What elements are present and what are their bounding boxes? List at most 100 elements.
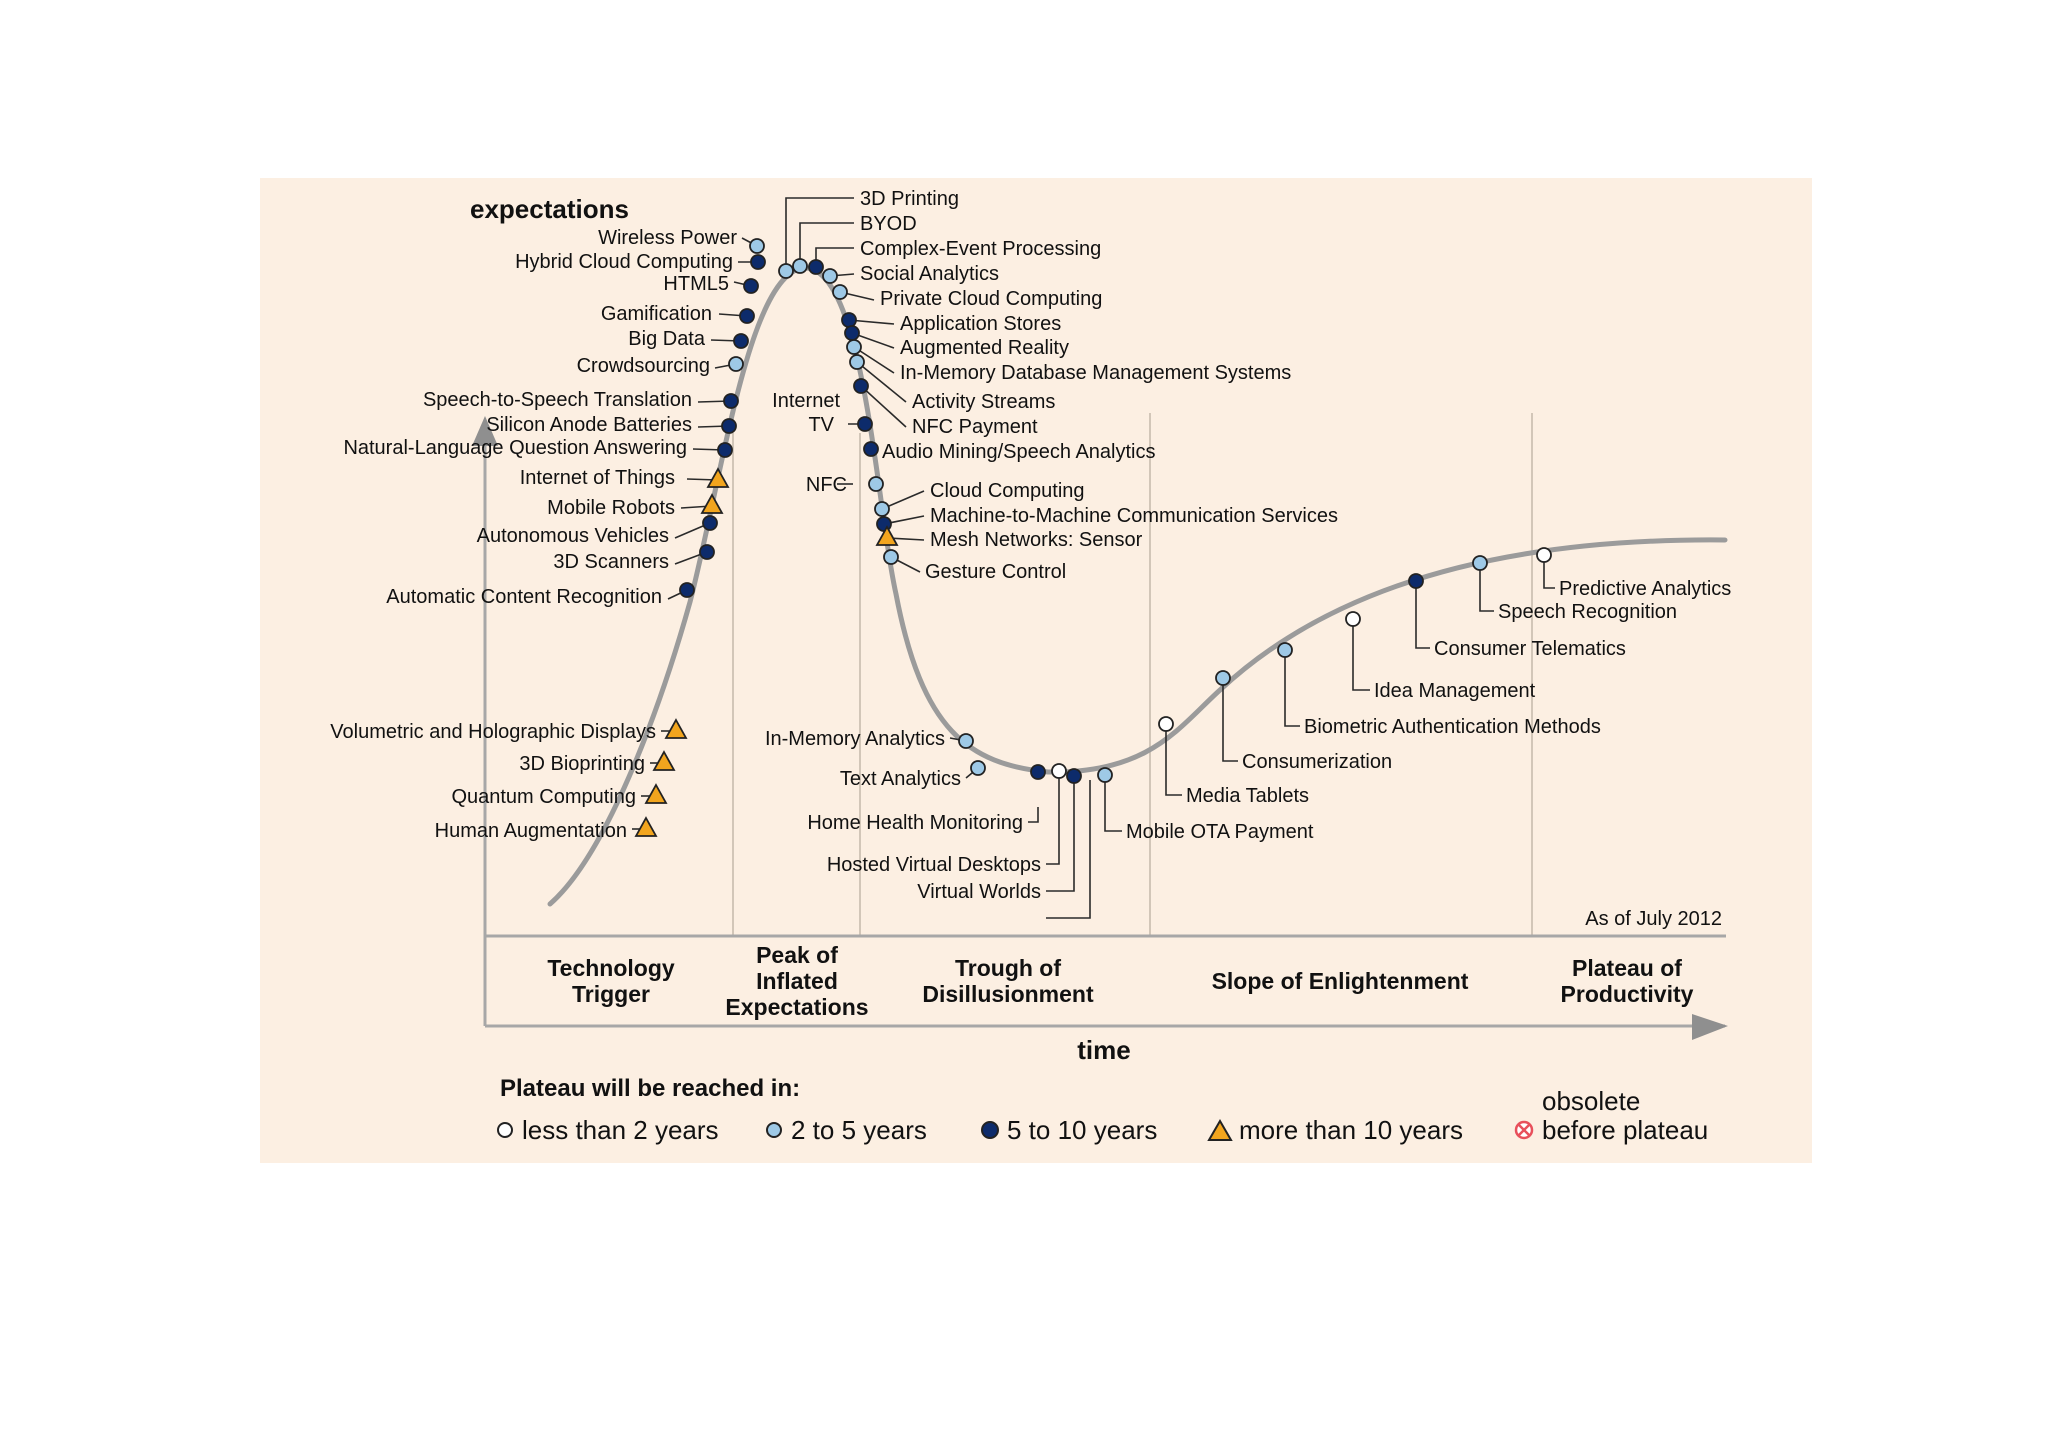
label-nfc-payment: NFC Payment bbox=[912, 416, 1038, 438]
label-mobile-robots: Mobile Robots bbox=[547, 497, 675, 519]
marker-mesh-networks-sensor-icon bbox=[875, 525, 899, 546]
legend-marker-lt2-icon bbox=[497, 1122, 513, 1138]
label-3d-bioprinting: 3D Bioprinting bbox=[519, 753, 645, 775]
marker-big-data-icon bbox=[733, 333, 749, 349]
marker-internet-tv-icon bbox=[857, 416, 873, 432]
x-axis-label: time bbox=[1077, 1035, 1130, 1065]
label-idea-management: Idea Management bbox=[1374, 680, 1536, 702]
legend-marker-2to5-icon bbox=[766, 1122, 782, 1138]
label-machine-to-machine-communication-services: Machine-to-Machine Communication Service… bbox=[930, 505, 1338, 527]
marker-media-tablets-icon bbox=[1158, 716, 1174, 732]
marker-social-analytics-icon bbox=[822, 268, 838, 284]
legend-label-2to5: 2 to 5 years bbox=[791, 1115, 927, 1145]
label-gamification: Gamification bbox=[601, 303, 712, 325]
label-in-memory-analytics: In-Memory Analytics bbox=[765, 728, 945, 750]
label-cloud-computing: Cloud Computing bbox=[930, 480, 1085, 502]
y-axis-arrow-icon bbox=[472, 416, 498, 446]
label-biometric-authentication-methods: Biometric Authentication Methods bbox=[1304, 716, 1601, 738]
as-of-date: As of July 2012 bbox=[1585, 908, 1722, 930]
legend-marker-gt10-icon bbox=[1207, 1119, 1233, 1141]
legend-marker-5to10-icon bbox=[981, 1121, 999, 1139]
marker-audio-mining-speech-analytics-icon bbox=[863, 441, 879, 457]
legend-label-lt2: less than 2 years bbox=[522, 1115, 719, 1145]
marker-natural-language-question-answering-icon bbox=[717, 442, 733, 458]
label-in-memory-database-management-systems: In-Memory Database Management Systems bbox=[900, 362, 1291, 384]
technology-labels: 3D Printing BYOD Complex-Event Processing S… bbox=[330, 188, 1731, 903]
marker-biometric-authentication-methods-icon bbox=[1277, 642, 1293, 658]
phase-label-2-line-0: Trough of bbox=[955, 955, 1061, 981]
marker-quantum-computing-icon bbox=[644, 783, 668, 804]
phase-label-3-line-0: Slope of Enlightenment bbox=[1212, 968, 1469, 994]
label-home-health-monitoring: Home Health Monitoring bbox=[807, 812, 1023, 834]
marker-html5-icon bbox=[743, 278, 759, 294]
marker-gesture-control-icon bbox=[883, 549, 899, 565]
label-3d-printing: 3D Printing bbox=[860, 188, 959, 210]
marker-3d-bioprinting-icon bbox=[652, 750, 676, 771]
marker-in-memory-analytics-icon bbox=[958, 733, 974, 749]
label-augmented-reality: Augmented Reality bbox=[900, 337, 1069, 359]
hype-cycle-panel: expectations time As of July 2012 bbox=[260, 178, 1812, 1163]
marker-augmented-reality-icon bbox=[844, 325, 860, 341]
phase-label-4-line-1: Productivity bbox=[1561, 981, 1694, 1007]
marker-hybrid-cloud-computing-icon bbox=[750, 254, 766, 270]
marker-nfc-payment-icon bbox=[853, 378, 869, 394]
marker-in-memory-database-management-systems-icon bbox=[846, 339, 862, 355]
legend-label-5to10: 5 to 10 years bbox=[1007, 1115, 1157, 1145]
marker-idea-management-icon bbox=[1345, 611, 1361, 627]
phase-label-0-line-1: Trigger bbox=[572, 981, 650, 1007]
phase-label-1-line-2: Expectations bbox=[725, 994, 868, 1020]
marker-wireless-power-icon bbox=[749, 238, 765, 254]
y-axis-label: expectations bbox=[470, 194, 629, 224]
phase-label-4-line-0: Plateau of bbox=[1572, 955, 1682, 981]
marker-consumerization-icon bbox=[1215, 670, 1231, 686]
legend: less than 2 years 2 to 5 years 5 to 10 y… bbox=[497, 1086, 1708, 1145]
label-mesh-networks-sensor: Mesh Networks: Sensor bbox=[930, 529, 1143, 551]
label-html5: HTML5 bbox=[663, 273, 729, 295]
legend-title: Plateau will be reached in: bbox=[500, 1075, 800, 1102]
marker-nfc-icon bbox=[868, 476, 884, 492]
phase-label-1-line-1: Inflated bbox=[756, 968, 838, 994]
label-mobile-ota-payment: Mobile OTA Payment bbox=[1126, 821, 1314, 843]
label-autonomous-vehicles: Autonomous Vehicles bbox=[477, 525, 669, 547]
marker-complex-event-processing-icon bbox=[808, 259, 824, 275]
label-complex-event-processing: Complex-Event Processing bbox=[860, 238, 1101, 260]
marker-mobile-robots-icon bbox=[700, 493, 724, 514]
label-activity-streams: Activity Streams bbox=[912, 391, 1055, 413]
label-3d-scanners: 3D Scanners bbox=[553, 551, 669, 573]
label-human-augmentation: Human Augmentation bbox=[435, 820, 627, 842]
marker-human-augmentation-icon bbox=[634, 816, 658, 837]
label-private-cloud-computing: Private Cloud Computing bbox=[880, 288, 1102, 310]
label-hybrid-cloud-computing: Hybrid Cloud Computing bbox=[515, 251, 733, 273]
label-byod: BYOD bbox=[860, 213, 917, 235]
label-wireless-power: Wireless Power bbox=[598, 227, 737, 249]
label-consumerization: Consumerization bbox=[1242, 751, 1392, 773]
phase-label-1-line-0: Peak of bbox=[756, 942, 838, 968]
legend-label-gt10: more than 10 years bbox=[1239, 1115, 1463, 1145]
marker-internet-of-things-icon bbox=[706, 467, 730, 488]
marker-byod-icon bbox=[792, 258, 808, 274]
label-big-data: Big Data bbox=[628, 328, 706, 350]
marker-speech-to-speech-translation-icon bbox=[723, 393, 739, 409]
label-internet-of-things: Internet of Things bbox=[520, 467, 675, 489]
legend-label-obsolete-line1: obsolete bbox=[1542, 1086, 1640, 1116]
label-silicon-anode-batteries: Silicon Anode Batteries bbox=[486, 414, 692, 436]
marker-crowdsourcing-icon bbox=[728, 356, 744, 372]
label-media-tablets: Media Tablets bbox=[1186, 785, 1309, 807]
phase-label-0-line-0: Technology bbox=[547, 955, 675, 981]
label-quantum-computing: Quantum Computing bbox=[451, 786, 636, 808]
marker-gamification-icon bbox=[739, 308, 755, 324]
marker-automatic-content-recognition-icon bbox=[679, 582, 695, 598]
label-speech-to-speech-translation: Speech-to-Speech Translation bbox=[423, 389, 692, 411]
marker-cloud-computing-icon bbox=[874, 501, 890, 517]
legend-label-obsolete-line2: before plateau bbox=[1542, 1115, 1708, 1145]
label-predictive-analytics: Predictive Analytics bbox=[1559, 578, 1731, 600]
marker-consumer-telematics-icon bbox=[1408, 573, 1424, 589]
label-consumer-telematics: Consumer Telematics bbox=[1434, 638, 1626, 660]
label-crowdsourcing: Crowdsourcing bbox=[577, 355, 710, 377]
obsolete-cross-2 bbox=[1518, 1124, 1530, 1136]
marker-activity-streams-icon bbox=[849, 354, 865, 370]
phase-label-2-line-1: Disillusionment bbox=[922, 981, 1094, 1007]
marker-application-stores-icon bbox=[841, 312, 857, 328]
label-speech-recognition: Speech Recognition bbox=[1498, 601, 1677, 623]
